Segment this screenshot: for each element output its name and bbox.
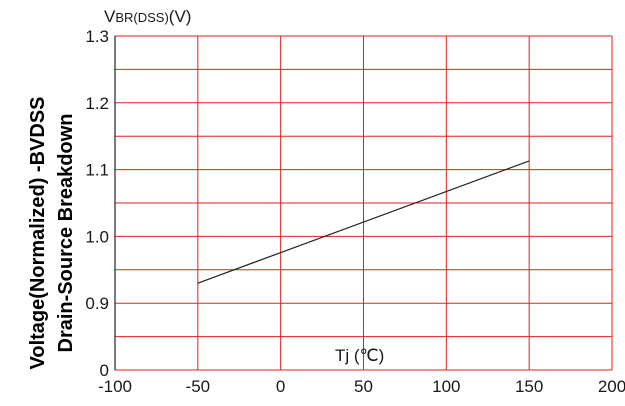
- y-unit-tail: (V): [169, 7, 192, 26]
- y-axis-title-line2: Voltage(Normalized) -BVDSS: [27, 97, 49, 370]
- grid-lines: [114, 35, 613, 371]
- series-group: [197, 160, 530, 284]
- x-tick-label-3: 50: [354, 377, 373, 396]
- y-tick-label-5: 1.3: [85, 27, 109, 46]
- x-tick-label-6: 200: [598, 377, 625, 396]
- x-tick-label-0: -100: [98, 377, 132, 396]
- y-unit-label: VBR(DSS)(V): [104, 7, 191, 26]
- y-tick-label-0: 0: [100, 361, 109, 380]
- y-unit-main: V: [104, 7, 116, 26]
- x-axis-ticks: -100 -50 0 50 100 150 200: [98, 377, 625, 396]
- y-tick-label-4: 1.2: [85, 94, 109, 113]
- y-tick-label-2: 1.0: [85, 227, 109, 246]
- x-tick-label-5: 150: [515, 377, 543, 396]
- x-tick-label-1: -50: [186, 377, 211, 396]
- x-tick-label-4: 100: [432, 377, 460, 396]
- x-axis-title: Tj (℃): [335, 346, 384, 365]
- y-tick-label-1: 0.9: [85, 294, 109, 313]
- y-axis-title-line1: Drain-Source Breakdown: [55, 114, 77, 353]
- x-tick-label-2: 0: [276, 377, 285, 396]
- y-axis-ticks: 0 0.9 1.0 1.1 1.2 1.3: [85, 27, 109, 380]
- y-unit-sub: BR(DSS): [115, 10, 168, 25]
- y-tick-label-3: 1.1: [85, 161, 109, 180]
- series-line-0: [197, 160, 530, 284]
